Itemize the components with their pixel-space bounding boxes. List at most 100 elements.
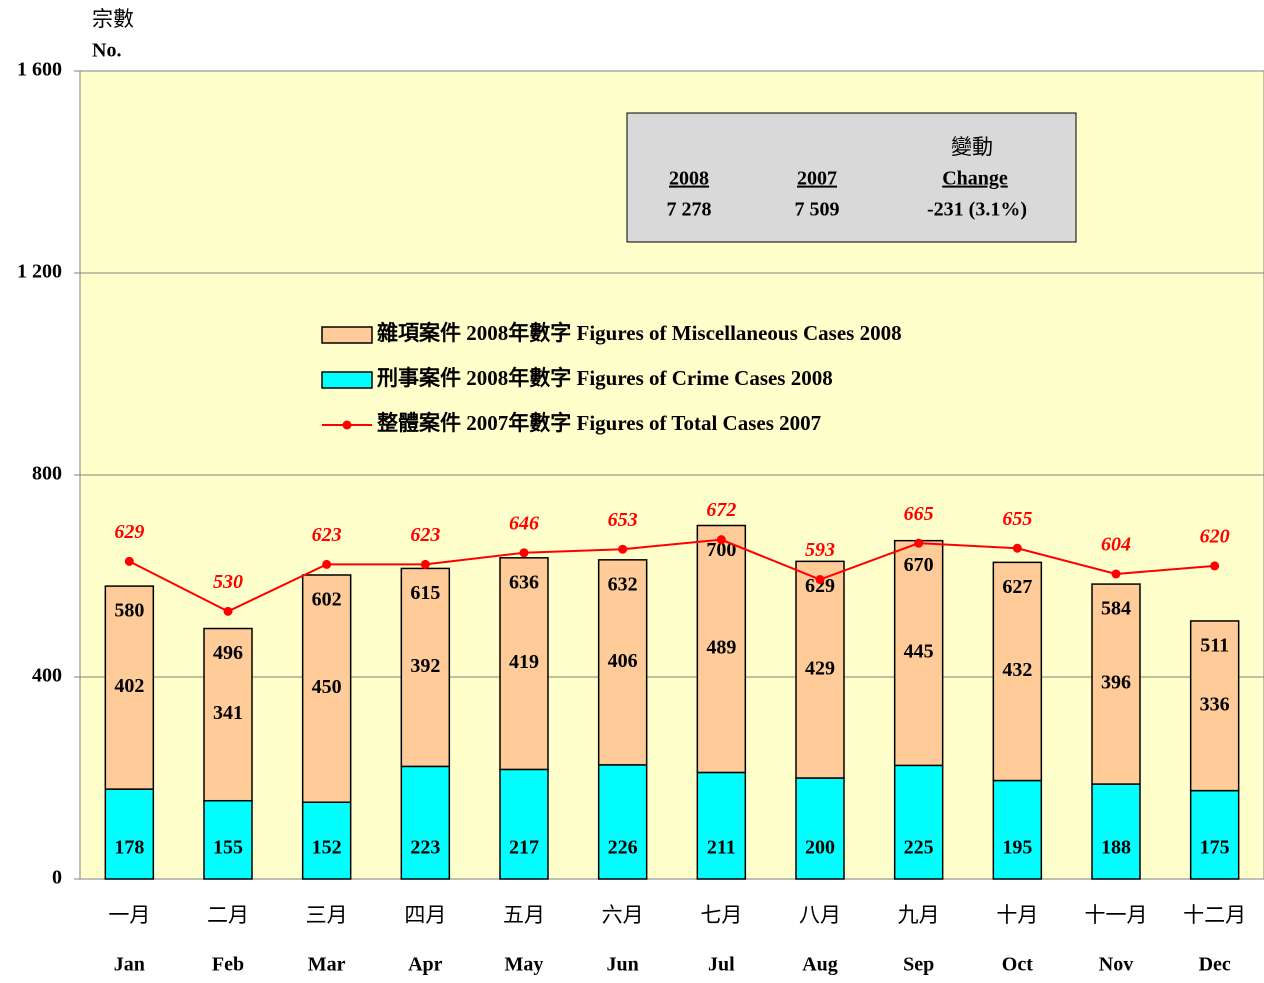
data-label: 152 xyxy=(312,837,342,859)
data-label: 178 xyxy=(114,837,144,859)
line-point xyxy=(716,535,726,545)
line-label: 530 xyxy=(213,571,243,593)
x-tick-label-zh: 十一月 xyxy=(1085,903,1148,927)
bar-crime xyxy=(400,765,451,880)
x-tick-label: Jul xyxy=(708,954,735,976)
line-2007 xyxy=(128,538,1215,613)
bar-misc xyxy=(893,539,944,767)
line-point xyxy=(519,548,529,558)
legend-swatch xyxy=(342,420,352,430)
data-label: 402 xyxy=(114,675,144,697)
x-tick-label: Dec xyxy=(1199,954,1231,976)
y-tick-label: 400 xyxy=(32,665,62,687)
bar-misc xyxy=(301,574,352,803)
bar-crime xyxy=(1189,789,1240,880)
bar-misc xyxy=(992,561,1043,782)
x-tick-label-zh: 一月 xyxy=(108,903,150,927)
bar-misc xyxy=(203,627,253,802)
summary-box: 2008 7 278 2007 7 509 變動 Change -231 (3.… xyxy=(626,112,1077,243)
bar-misc xyxy=(795,560,845,779)
summary-value: 7 278 xyxy=(667,199,712,221)
x-tick-label: Feb xyxy=(212,954,244,976)
x-tick-label-zh: 八月 xyxy=(799,903,841,927)
data-label: 211 xyxy=(707,837,736,859)
bar-crime xyxy=(992,779,1043,880)
data-label: 226 xyxy=(608,837,638,859)
line-label: 655 xyxy=(1002,508,1032,530)
line-point xyxy=(1111,569,1121,579)
y-axis-label-zh: 宗數 xyxy=(92,7,134,31)
data-label: 195 xyxy=(1002,837,1032,859)
line-label: 604 xyxy=(1101,534,1131,556)
y-axis-label: No. xyxy=(92,40,121,62)
summary-value: 7 509 xyxy=(795,199,840,221)
x-tick-label: Oct xyxy=(1002,954,1033,976)
line-label: 665 xyxy=(904,503,934,525)
total-label: 602 xyxy=(312,589,342,611)
data-label: 341 xyxy=(213,702,243,724)
x-tick-label: Mar xyxy=(308,954,346,976)
bar-crime xyxy=(893,764,944,880)
y-tick-label: 800 xyxy=(32,463,62,485)
total-label: 629 xyxy=(805,575,835,597)
data-label: 217 xyxy=(509,837,539,859)
x-tick-label: Apr xyxy=(408,954,443,976)
total-label: 632 xyxy=(608,573,638,595)
bar-misc xyxy=(597,559,648,766)
y-tick-label: 1 600 xyxy=(17,59,62,81)
line-label: 623 xyxy=(312,524,342,546)
legend-swatch xyxy=(321,326,373,344)
bar-crime xyxy=(795,777,845,880)
line-label: 620 xyxy=(1200,525,1230,547)
line-label: 653 xyxy=(608,509,638,531)
line-point xyxy=(322,559,332,569)
total-label: 580 xyxy=(114,600,144,622)
line-point xyxy=(223,606,233,616)
total-label: 627 xyxy=(1002,576,1032,598)
summary-header: 2008 xyxy=(669,168,709,190)
data-label: 175 xyxy=(1200,837,1230,859)
data-label: 188 xyxy=(1101,837,1131,859)
total-label: 670 xyxy=(904,554,934,576)
line-point xyxy=(618,544,628,554)
bar-crime xyxy=(696,771,747,880)
bar-crime xyxy=(203,799,253,880)
bar-misc xyxy=(696,524,747,774)
total-label: 636 xyxy=(509,571,539,593)
bar-misc xyxy=(400,567,451,768)
legend-label: 刑事案件 2008年數字 Figures of Crime Cases 2008 xyxy=(377,366,833,390)
data-label: 223 xyxy=(410,837,440,859)
summary-header-zh: 變動 xyxy=(951,135,993,159)
line-point xyxy=(1012,543,1022,553)
line-point xyxy=(815,575,825,585)
data-label: 432 xyxy=(1002,659,1032,681)
y-tick-label: 0 xyxy=(52,867,62,889)
bar-misc xyxy=(1091,583,1141,785)
x-tick-label-zh: 十月 xyxy=(996,903,1038,927)
data-label: 392 xyxy=(410,655,440,677)
data-label: 445 xyxy=(904,641,934,663)
x-tick-label-zh: 五月 xyxy=(503,903,545,927)
total-label: 584 xyxy=(1101,598,1131,620)
bar-crime xyxy=(1091,783,1141,880)
legend-label: 整體案件 2007年數字 Figures of Total Cases 2007 xyxy=(377,411,821,435)
legend-label: 雜項案件 2008年數字 Figures of Miscellaneous Ca… xyxy=(377,321,902,345)
data-label: 489 xyxy=(706,637,736,659)
x-tick-label: Nov xyxy=(1099,954,1133,976)
data-label: 396 xyxy=(1101,672,1131,694)
data-label: 450 xyxy=(312,676,342,698)
line-label: 646 xyxy=(509,512,539,534)
line-label: 623 xyxy=(410,524,440,546)
line-point xyxy=(124,556,134,566)
line-label: 593 xyxy=(805,539,835,561)
data-label: 406 xyxy=(608,650,638,672)
data-label: 225 xyxy=(904,837,934,859)
total-label: 496 xyxy=(213,642,243,664)
total-label: 511 xyxy=(1200,635,1229,657)
x-tick-label-zh: 三月 xyxy=(306,903,348,927)
line-label: 672 xyxy=(706,499,736,521)
bar-misc xyxy=(104,585,155,790)
x-tick-label-zh: 九月 xyxy=(898,903,940,927)
bar-crime xyxy=(597,764,648,880)
